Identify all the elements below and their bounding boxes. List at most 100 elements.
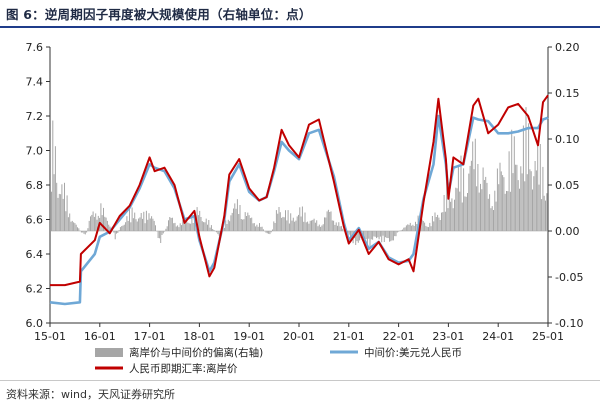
deviation-bar — [105, 217, 107, 231]
deviation-bar — [305, 222, 307, 231]
deviation-bar — [444, 211, 446, 231]
x-tick-label: 25-01 — [532, 330, 564, 343]
deviation-bar — [387, 231, 389, 239]
deviation-bar — [403, 227, 405, 231]
deviation-bar — [104, 216, 106, 231]
x-tick-label: 19-01 — [233, 330, 265, 343]
deviation-bar — [422, 221, 424, 231]
deviation-bar — [208, 220, 210, 231]
deviation-bar — [508, 151, 510, 231]
title-divider — [0, 26, 600, 28]
deviation-bar — [329, 212, 331, 231]
deviation-bar — [117, 231, 119, 233]
deviation-bar — [407, 224, 409, 231]
deviation-bar — [313, 218, 315, 231]
deviation-bar — [515, 164, 517, 231]
deviation-bar — [251, 217, 253, 231]
deviation-bar — [507, 191, 509, 231]
deviation-bar — [317, 226, 319, 231]
deviation-bar — [294, 221, 296, 231]
deviation-bar — [281, 217, 283, 231]
deviation-bar — [472, 141, 474, 231]
deviation-bar — [499, 162, 501, 231]
deviation-bar — [385, 231, 387, 238]
deviation-bar — [109, 226, 111, 231]
left-tick-label: 6.2 — [26, 283, 44, 296]
deviation-bar — [386, 231, 388, 238]
deviation-bar — [213, 230, 215, 231]
left-tick-label: 7.2 — [26, 110, 44, 123]
deviation-bar — [421, 219, 423, 231]
deviation-bar — [357, 231, 359, 243]
deviation-bar — [113, 231, 115, 233]
deviation-bar — [541, 199, 543, 231]
legend-central-parity-label: 中间价:美元兑人民币 — [364, 346, 462, 359]
deviation-bar — [209, 227, 211, 231]
deviation-bar — [366, 231, 368, 250]
deviation-bar — [521, 173, 523, 231]
deviation-bar — [525, 107, 527, 231]
deviation-bar — [495, 201, 497, 231]
deviation-bar — [415, 221, 416, 231]
deviation-bar — [268, 231, 270, 234]
deviation-bar — [442, 212, 444, 231]
deviation-bar — [247, 212, 249, 231]
deviation-bar — [368, 231, 370, 239]
deviation-bar — [253, 223, 255, 231]
deviation-bar — [244, 212, 246, 231]
deviation-bar — [134, 212, 136, 231]
deviation-bar — [238, 214, 240, 231]
right-y-axis: -0.10 -0.05 0.00 0.05 0.10 0.15 0.20 — [548, 41, 583, 330]
x-tick-label: 22-01 — [383, 330, 415, 343]
deviation-bar — [65, 211, 67, 231]
axes-frame — [49, 47, 549, 324]
deviation-bar — [67, 217, 69, 231]
deviation-bar — [370, 231, 372, 240]
deviation-bar — [483, 180, 485, 231]
deviation-bar — [372, 231, 374, 240]
deviation-bar — [155, 225, 156, 231]
deviation-bar — [233, 208, 234, 231]
deviation-bar — [100, 203, 102, 231]
deviation-bar — [282, 216, 284, 231]
figure-title: 图 6：逆周期因子再度被大规模使用（右轴单位：点） — [6, 7, 312, 22]
deviation-bar — [203, 222, 205, 231]
deviation-bar — [529, 169, 531, 231]
deviation-bar — [337, 225, 338, 231]
deviation-bar — [243, 219, 245, 231]
deviation-bar — [398, 231, 400, 232]
deviation-bar — [326, 211, 328, 231]
deviation-bar — [480, 183, 481, 231]
deviation-bar — [91, 214, 93, 231]
x-tick-label: 18-01 — [183, 330, 215, 343]
deviation-bars — [51, 107, 548, 250]
deviation-bar — [175, 226, 177, 231]
deviation-bar — [494, 190, 496, 231]
deviation-bar — [448, 182, 450, 231]
deviation-bar — [528, 123, 530, 231]
left-tick-label: 6.6 — [26, 214, 44, 227]
deviation-bar — [256, 224, 258, 231]
deviation-bar — [424, 222, 426, 231]
deviation-bar — [292, 217, 294, 231]
deviation-bar — [542, 166, 544, 231]
deviation-bar — [378, 231, 380, 240]
deviation-bar — [240, 219, 242, 231]
deviation-bar — [118, 230, 120, 231]
deviation-bar — [119, 227, 121, 231]
deviation-bar — [83, 231, 85, 234]
deviation-bar — [338, 222, 340, 231]
deviation-bar — [249, 218, 251, 231]
deviation-bar — [242, 219, 244, 231]
deviation-bar — [316, 220, 318, 231]
deviation-bar — [459, 191, 461, 231]
deviation-bar — [455, 187, 457, 231]
deviation-bar — [513, 136, 515, 231]
deviation-bar — [71, 220, 73, 231]
deviation-bar — [103, 207, 104, 231]
deviation-bar — [114, 231, 116, 240]
deviation-bar — [402, 229, 403, 231]
deviation-bar — [287, 210, 289, 231]
deviation-bar — [446, 181, 448, 231]
deviation-bar — [396, 231, 398, 233]
